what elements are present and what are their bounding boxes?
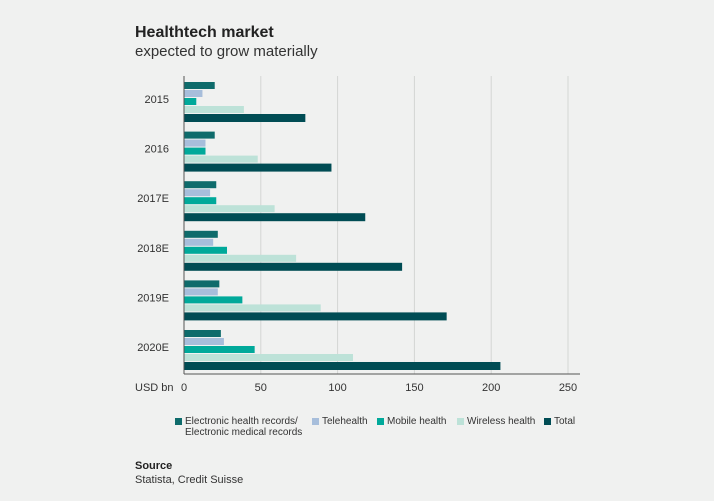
bar-electronic [184,181,217,189]
bar-telehealth [184,338,224,345]
x-tick-label: 0 [181,382,187,394]
legend-label: Total [554,416,576,427]
bar-mobile [184,98,197,105]
bar-telehealth [184,288,218,296]
legend-item-mobile-health: Mobile health [377,416,446,427]
bar-telehealth [184,238,214,246]
legend-label: Telehealth [322,416,368,427]
x-axis-label: USD bn [135,382,174,394]
bar-electronic [184,330,221,337]
bar-mobile [184,296,243,304]
legend-item-total: Total [544,416,575,427]
bar-mobile [184,246,228,254]
x-tick-label: 250 [559,382,577,394]
legend-swatch [312,418,319,425]
y-category-label: 2016 [145,144,169,156]
bar-wireless [184,205,275,213]
bar-total [184,213,366,222]
legend-item-wireless-health: Wireless health [457,416,535,427]
bar-telehealth [184,90,203,97]
y-category-label: 2015 [145,94,169,106]
bar-mobile [184,197,217,205]
bar-wireless [184,106,244,113]
y-category-label: 2019E [137,292,169,304]
bar-mobile [184,147,206,155]
legend-swatch [377,418,384,425]
y-category-label: 2018E [137,243,169,255]
legend-swatch [544,418,551,425]
legend-label: Wireless health [467,416,536,427]
bar-wireless [184,155,258,163]
legend-item-telehealth: Telehealth [312,416,368,427]
legend-item-ehr: Electronic health records/Electronic med… [175,416,302,438]
bar-telehealth [184,189,211,197]
legend-swatch [457,418,464,425]
legend-swatch [175,418,182,425]
bar-wireless [184,254,297,262]
legend-label: Electronic health records/Electronic med… [185,416,302,438]
y-category-label: 2020E [137,342,169,354]
bar-electronic [184,82,215,89]
x-tick-label: 50 [255,382,267,394]
chart-title: Healthtech market [135,24,274,41]
legend-label-line1: Electronic health records/ [185,416,298,427]
bar-total [184,114,306,122]
bar-telehealth [184,139,206,147]
legend-label-line2: Electronic medical records [185,427,303,438]
bar-wireless [184,354,353,361]
bar-total [184,262,403,271]
bar-total [184,163,332,172]
source-text: Statista, Credit Suisse [135,474,244,486]
bar-total [184,362,501,370]
bar-wireless [184,304,321,312]
bar-electronic [184,230,218,238]
source-heading: Source [135,460,173,472]
chart-subtitle: expected to grow materially [135,43,318,60]
x-tick-label: 150 [405,382,423,394]
bar-electronic [184,131,215,139]
legend-label: Mobile health [387,416,447,427]
y-category-label: 2017E [137,193,169,205]
x-tick-label: 100 [328,382,346,394]
x-tick-label: 200 [482,382,500,394]
bar-mobile [184,346,255,353]
bar-electronic [184,280,220,288]
bar-total [184,312,447,321]
